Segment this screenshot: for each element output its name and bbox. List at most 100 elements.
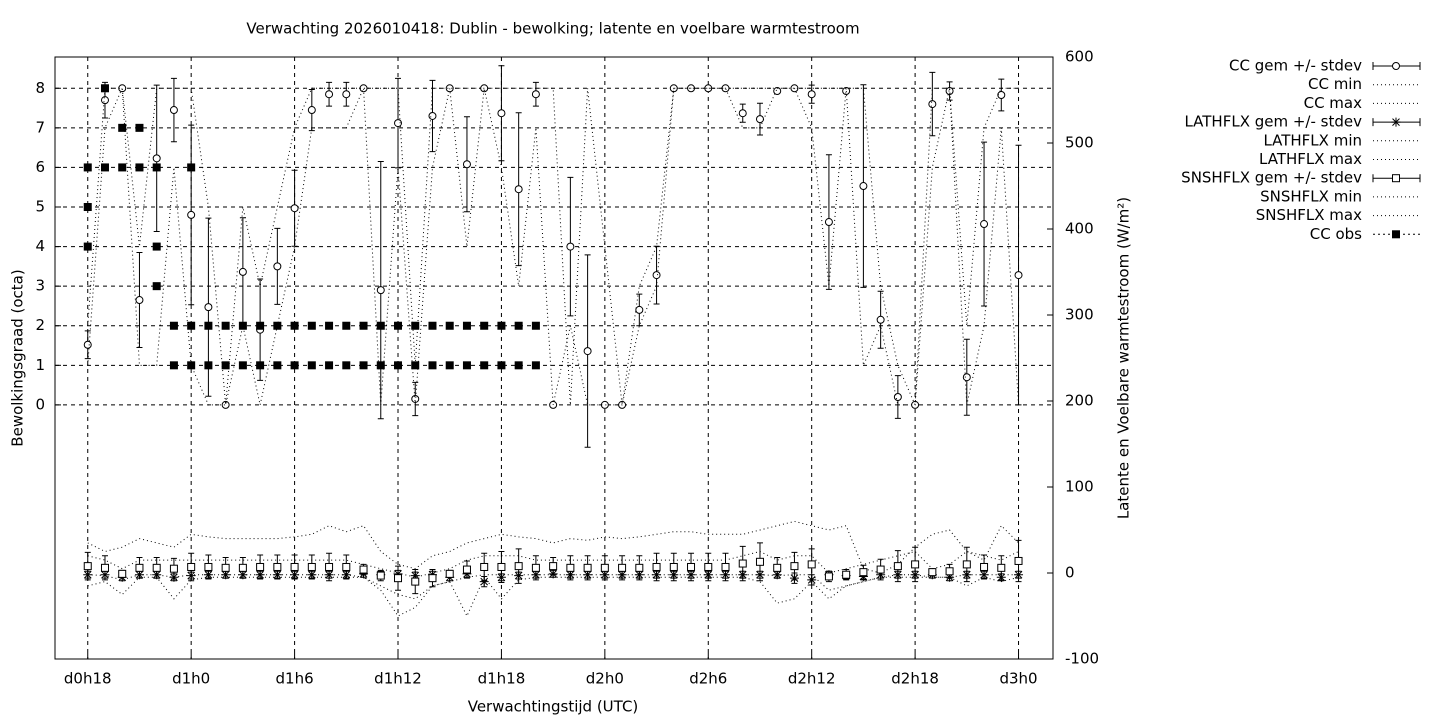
data-point <box>325 90 334 99</box>
data-point <box>307 361 316 370</box>
y-tick-label: 7 <box>35 118 45 136</box>
y-axis-label: Bewolkingsgraad (octa) <box>9 269 27 446</box>
x-tick-label: d1h6 <box>276 670 314 688</box>
data-point <box>290 361 299 370</box>
data-point <box>307 106 316 115</box>
data-point <box>152 154 161 163</box>
data-point <box>187 321 196 330</box>
legend-label: SNSHFLX max <box>1256 206 1362 224</box>
x-tick-label: d2h12 <box>788 670 836 688</box>
data-point <box>773 563 782 572</box>
data-point <box>531 321 540 330</box>
y2-axis-label: Latente en Voelbare warmtestroom (W/m²) <box>1115 197 1133 519</box>
data-point <box>238 361 247 370</box>
data-point <box>428 574 437 583</box>
x-tick-label: d1h0 <box>172 670 210 688</box>
data-point <box>394 321 403 330</box>
x-tick-label: d1h18 <box>478 670 526 688</box>
data-point <box>687 562 696 571</box>
data-point <box>462 321 471 330</box>
y2-tick-label: 600 <box>1065 48 1094 66</box>
data-point <box>238 563 247 572</box>
legend-label: LATHFLX gem +/- stdev <box>1184 113 1362 131</box>
data-point <box>100 563 109 572</box>
data-point <box>842 570 851 579</box>
data-point <box>342 361 351 370</box>
data-point <box>152 282 161 291</box>
legend-label: CC min <box>1308 75 1362 93</box>
data-point <box>566 563 575 572</box>
data-point <box>256 321 265 330</box>
data-point <box>531 361 540 370</box>
min-max-line <box>87 576 1019 618</box>
data-point <box>100 163 109 172</box>
data-point <box>394 361 403 370</box>
data-point <box>411 394 420 403</box>
data-point <box>738 559 747 568</box>
data-point <box>480 562 489 571</box>
x-tick-label: d2h18 <box>891 670 939 688</box>
data-point <box>273 361 282 370</box>
data-point <box>531 90 540 99</box>
data-point <box>566 242 575 251</box>
data-point <box>152 563 161 572</box>
y2-tick-label: 500 <box>1065 134 1094 152</box>
y2-tick-label: 400 <box>1065 220 1094 238</box>
y-tick-label: 2 <box>35 316 45 334</box>
data-point <box>928 100 937 109</box>
data-point <box>273 562 282 571</box>
legend-label: SNSHFLX gem +/- stdev <box>1181 169 1362 187</box>
min-max-line <box>87 87 1020 406</box>
data-point <box>221 361 230 370</box>
data-point <box>376 321 385 330</box>
data-point <box>859 568 868 577</box>
data-point <box>790 562 799 571</box>
data-point <box>428 111 437 120</box>
data-point <box>497 109 506 118</box>
data-point <box>445 84 454 93</box>
data-point <box>342 90 351 99</box>
x-tick-label: d2h0 <box>586 670 624 688</box>
data-point <box>876 315 885 324</box>
legend-label: LATHFLX min <box>1263 131 1362 149</box>
data-point <box>911 560 920 569</box>
data-point <box>462 565 471 574</box>
data-point <box>359 321 368 330</box>
data-point <box>721 562 730 571</box>
data-point <box>359 565 368 574</box>
data-point <box>359 84 368 93</box>
data-point <box>618 563 627 572</box>
data-point <box>755 557 764 566</box>
data-point <box>325 321 334 330</box>
data-point <box>514 361 523 370</box>
legend-marker <box>1392 62 1400 70</box>
data-point <box>83 203 92 212</box>
data-point <box>445 569 454 578</box>
data-point <box>445 361 454 370</box>
data-point <box>118 123 127 132</box>
data-point <box>359 361 368 370</box>
data-point <box>549 562 558 571</box>
data-point <box>497 321 506 330</box>
data-point <box>83 562 92 571</box>
data-point <box>204 321 213 330</box>
y2-tick-label: 300 <box>1065 306 1094 324</box>
data-point <box>583 563 592 572</box>
data-point <box>256 562 265 571</box>
data-point <box>479 577 489 587</box>
data-point <box>928 568 937 577</box>
data-point <box>462 160 471 169</box>
y-tick-label: 3 <box>35 277 45 295</box>
data-point <box>238 321 247 330</box>
data-point <box>307 562 316 571</box>
data-point <box>704 562 713 571</box>
data-point <box>118 163 127 172</box>
data-point <box>394 119 403 128</box>
data-point <box>824 218 833 227</box>
data-point <box>428 321 437 330</box>
data-point <box>169 361 178 370</box>
data-point <box>187 562 196 571</box>
data-point <box>1014 556 1023 565</box>
data-point <box>290 321 299 330</box>
data-point <box>652 562 661 571</box>
